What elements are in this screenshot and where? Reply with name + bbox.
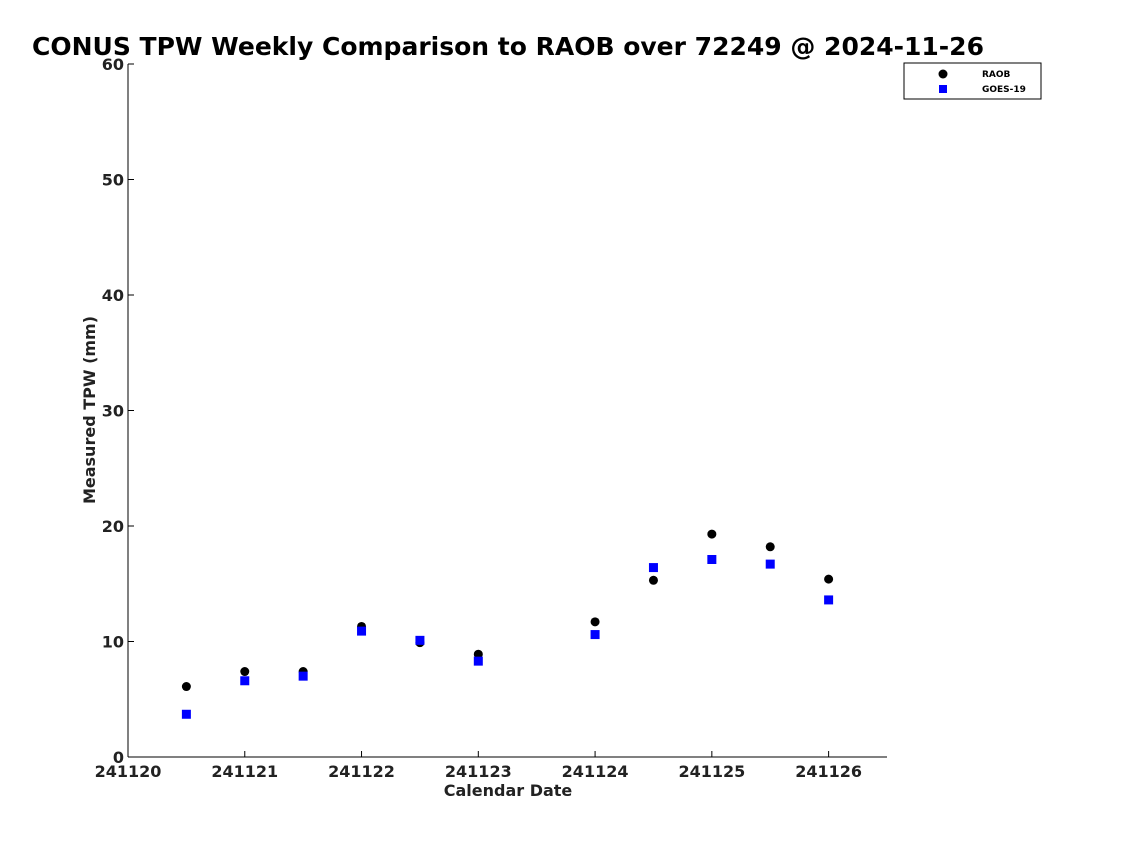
data-point-goes bbox=[240, 676, 250, 686]
legend-label: RAOB bbox=[982, 70, 1011, 80]
x-tick-label: 241122 bbox=[328, 762, 395, 781]
data-point-goes bbox=[181, 709, 191, 719]
data-point-raob bbox=[181, 682, 191, 692]
data-point-goes bbox=[357, 626, 367, 636]
data-point-goes bbox=[298, 671, 308, 681]
y-tick-label: 50 bbox=[102, 171, 124, 190]
x-tick-label: 241126 bbox=[795, 762, 862, 781]
y-tick-label: 10 bbox=[102, 633, 124, 652]
y-tick-label: 0 bbox=[113, 748, 124, 767]
data-point-raob bbox=[240, 667, 250, 677]
data-point-raob bbox=[473, 649, 483, 659]
legend-marker-goes bbox=[939, 85, 947, 93]
data-point-goes bbox=[707, 554, 717, 564]
plot-area bbox=[127, 64, 887, 758]
x-ticks: 241120 241121 241122 241123 241124 241125 2411… bbox=[95, 751, 862, 781]
series-raob bbox=[181, 529, 834, 692]
x-tick-label: 241124 bbox=[562, 762, 629, 781]
x-tick-label: 241121 bbox=[211, 762, 278, 781]
data-point-raob bbox=[590, 617, 600, 627]
data-point-goes bbox=[765, 559, 775, 569]
y-tick-label: 60 bbox=[102, 55, 124, 74]
data-point-raob bbox=[824, 574, 834, 584]
x-tick-label: 241120 bbox=[95, 762, 162, 781]
y-ticks: 0 10 20 30 40 50 60 bbox=[102, 55, 134, 767]
legend-box bbox=[903, 62, 1042, 100]
data-point-goes bbox=[590, 630, 600, 640]
data-point-raob bbox=[765, 542, 775, 552]
data-point-raob bbox=[648, 575, 658, 585]
y-axis-label: Measured TPW (mm) bbox=[80, 316, 99, 504]
legend: RAOB GOES-19 bbox=[903, 62, 1042, 100]
data-point-goes bbox=[473, 656, 483, 666]
series-goes-19 bbox=[181, 554, 834, 719]
legend-marker-raob bbox=[938, 69, 948, 79]
chart-title: CONUS TPW Weekly Comparison to RAOB over… bbox=[32, 32, 984, 61]
y-tick-label: 30 bbox=[102, 402, 124, 421]
x-tick-label: 241123 bbox=[445, 762, 512, 781]
x-axis-label: Calendar Date bbox=[444, 781, 573, 800]
data-point-goes bbox=[648, 563, 658, 573]
data-point-goes bbox=[415, 635, 425, 645]
legend-label: GOES-19 bbox=[982, 85, 1026, 95]
data-point-raob bbox=[707, 529, 717, 539]
data-point-goes bbox=[824, 595, 834, 605]
y-tick-label: 40 bbox=[102, 286, 124, 305]
y-tick-label: 20 bbox=[102, 517, 124, 536]
series-layer bbox=[181, 529, 834, 719]
x-tick-label: 241125 bbox=[678, 762, 745, 781]
